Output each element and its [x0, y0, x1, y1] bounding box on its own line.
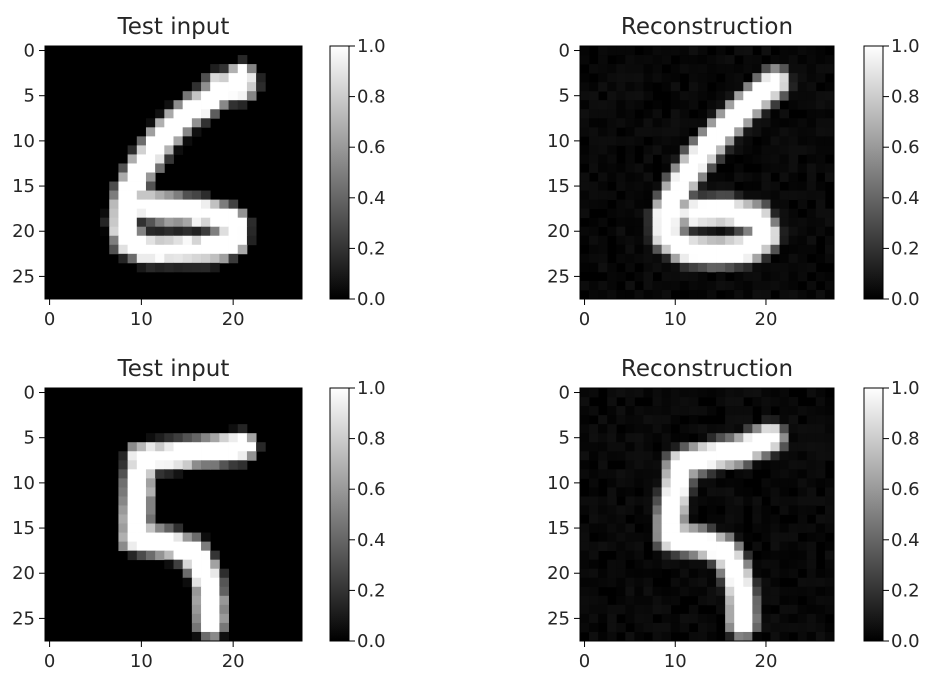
digit-image — [45, 46, 302, 299]
x-tick-label: 20 — [222, 651, 245, 672]
panel-1: Test input 0 5 10 15 20 25 0 10 20 0.0 0.2 0.4 0.6 0.8… — [12, 14, 386, 330]
colorbar-tick-label: 0.4 — [891, 188, 920, 209]
y-tick-label: 25 — [12, 266, 35, 287]
y-tick-label: 15 — [547, 518, 570, 539]
y-tick-label: 0 — [559, 41, 570, 62]
colorbar-tick-label: 1.0 — [357, 378, 386, 399]
x-tick-label: 10 — [664, 309, 687, 330]
y-tick-label: 0 — [559, 383, 570, 404]
x-tick-label: 20 — [222, 309, 245, 330]
colorbar-tick-label: 0.6 — [891, 479, 920, 500]
x-tick-label: 0 — [44, 651, 55, 672]
colorbar — [329, 45, 350, 300]
panel-3: Test input 0 5 10 15 20 25 0 10 20 0.0 0.2 0.4 0.6 0.8… — [12, 356, 386, 672]
digit-image — [45, 388, 302, 642]
panel-2: Reconstruction 0 5 10 15 20 25 0 10 20 0.0 0.2 0.4 0.… — [547, 14, 920, 330]
colorbar-tick-label: 0.6 — [357, 137, 386, 158]
y-tick-label: 5 — [24, 428, 35, 449]
colorbar-tick-label: 1.0 — [891, 378, 920, 399]
colorbar-tick-label: 0.4 — [357, 530, 386, 551]
colorbar-tick-label: 0.8 — [357, 429, 386, 450]
colorbar-tick-label: 0.0 — [357, 289, 386, 310]
colorbar — [863, 45, 884, 300]
panel-title: Test input — [117, 356, 230, 382]
y-tick-label: 10 — [12, 131, 35, 152]
x-tick-label: 10 — [664, 651, 687, 672]
y-tick-label: 20 — [547, 563, 570, 584]
colorbar-tick-label: 0.6 — [357, 479, 386, 500]
x-tick-label: 0 — [579, 309, 590, 330]
x-tick-label: 10 — [130, 309, 153, 330]
colorbar-tick-label: 0.0 — [891, 289, 920, 310]
colorbar-tick-label: 0.2 — [891, 238, 920, 259]
y-tick-label: 15 — [547, 176, 570, 197]
y-tick-label: 5 — [559, 428, 570, 449]
y-tick-label: 0 — [24, 41, 35, 62]
colorbar-tick-label: 0.4 — [891, 530, 920, 551]
panel-title: Test input — [117, 14, 230, 40]
colorbar-tick-label: 0.2 — [891, 580, 920, 601]
y-tick-label: 5 — [559, 86, 570, 107]
y-tick-label: 20 — [12, 221, 35, 242]
y-tick-label: 0 — [24, 383, 35, 404]
digit-image — [580, 388, 835, 642]
digit-image — [580, 46, 835, 300]
panel-title: Reconstruction — [621, 14, 793, 40]
colorbar-tick-label: 0.2 — [357, 238, 386, 259]
y-tick-label: 25 — [547, 608, 570, 629]
colorbar-tick-label: 0.2 — [357, 580, 386, 601]
panel-4: Reconstruction 0 5 10 15 20 25 0 10 20 0.0 0.2 0.4 0.… — [547, 356, 920, 672]
colorbar-tick-label: 0.0 — [357, 631, 386, 652]
colorbar-tick-label: 1.0 — [357, 36, 386, 57]
y-tick-label: 5 — [24, 86, 35, 107]
y-tick-label: 20 — [547, 221, 570, 242]
colorbar — [863, 387, 884, 642]
colorbar-tick-label: 0.0 — [891, 631, 920, 652]
x-tick-label: 0 — [44, 309, 55, 330]
y-tick-label: 10 — [547, 473, 570, 494]
y-tick-label: 15 — [12, 518, 35, 539]
colorbar-tick-label: 0.8 — [891, 429, 920, 450]
x-tick-label: 20 — [755, 309, 778, 330]
colorbar-tick-label: 0.6 — [891, 137, 920, 158]
colorbar-tick-label: 1.0 — [891, 36, 920, 57]
y-tick-label: 20 — [12, 563, 35, 584]
y-tick-label: 25 — [12, 608, 35, 629]
panel-title: Reconstruction — [621, 356, 793, 382]
y-tick-label: 15 — [12, 176, 35, 197]
y-tick-label: 10 — [12, 473, 35, 494]
colorbar — [329, 387, 350, 642]
y-tick-label: 10 — [547, 131, 570, 152]
colorbar-tick-label: 0.8 — [891, 87, 920, 108]
colorbar-tick-label: 0.4 — [357, 188, 386, 209]
x-tick-label: 20 — [755, 651, 778, 672]
colorbar-tick-label: 0.8 — [357, 87, 386, 108]
x-tick-label: 10 — [130, 651, 153, 672]
x-tick-label: 0 — [579, 651, 590, 672]
y-tick-label: 25 — [547, 266, 570, 287]
